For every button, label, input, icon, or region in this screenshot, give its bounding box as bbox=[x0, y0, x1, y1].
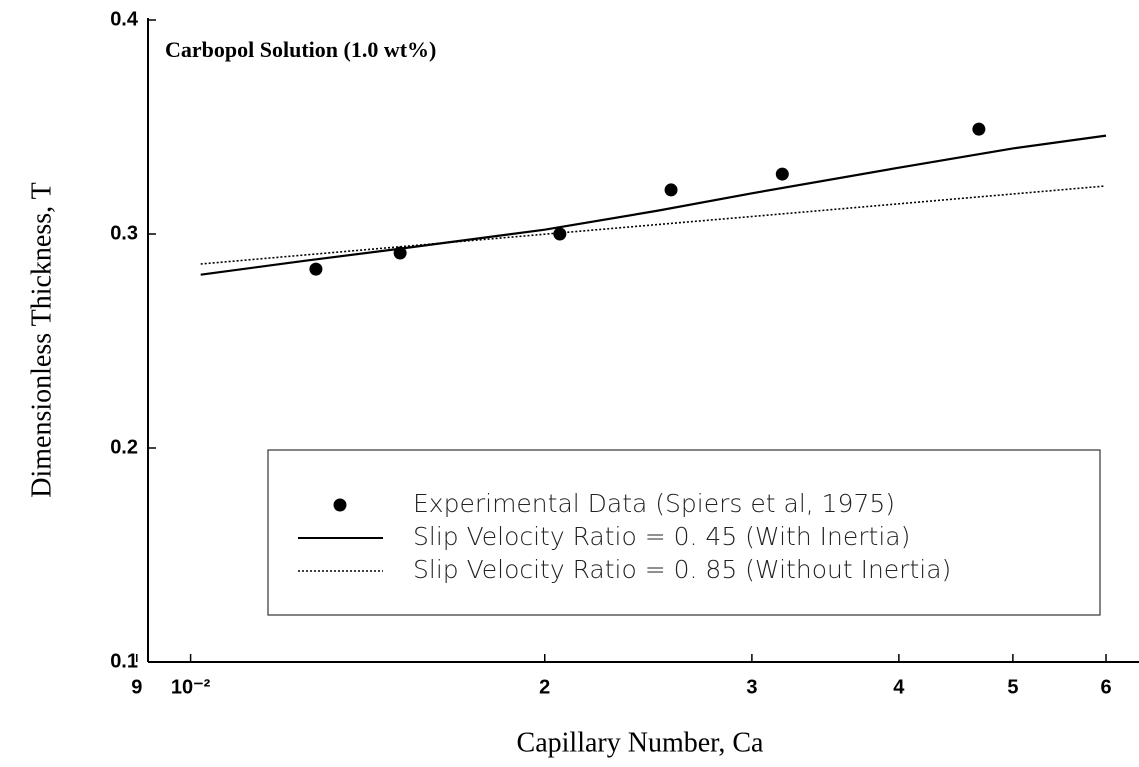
y-tick-label: 0.3 bbox=[110, 222, 138, 244]
line-series bbox=[200, 134, 1107, 276]
y-tick-label: 0.1 bbox=[110, 650, 138, 672]
line-series bbox=[200, 185, 1105, 265]
x-tick-label: 9 bbox=[131, 676, 142, 698]
legend-marker bbox=[333, 498, 347, 512]
x-tick-label: 2 bbox=[539, 676, 550, 698]
x-tick-label: 3 bbox=[746, 676, 757, 698]
data-point bbox=[664, 183, 678, 197]
y-tick-label: 0.2 bbox=[110, 436, 138, 458]
legend-box bbox=[267, 449, 1101, 616]
legend-label: Experimental Data (Spiers et al, 1975) bbox=[413, 489, 895, 518]
data-point bbox=[972, 122, 986, 136]
legend-label: Slip Velocity Ratio = 0. 85 (Without Ine… bbox=[413, 555, 951, 584]
x-tick-label: 10⁻² bbox=[171, 676, 211, 698]
x-tick-label: 4 bbox=[893, 676, 905, 698]
y-axis-label: Dimensionless Thickness, T bbox=[26, 182, 57, 498]
y-tick-label: 0.4 bbox=[110, 8, 139, 30]
data-point bbox=[775, 167, 789, 181]
data-point bbox=[553, 227, 567, 241]
legend-label: Slip Velocity Ratio = 0. 45 (With Inerti… bbox=[413, 522, 910, 551]
data-point bbox=[309, 262, 323, 276]
x-axis-label: Capillary Number, Ca bbox=[517, 727, 765, 758]
x-tick-label: 6 bbox=[1100, 676, 1111, 698]
chart-title: Carbopol Solution (1.0 wt%) bbox=[165, 37, 436, 62]
x-tick-label: 5 bbox=[1007, 676, 1018, 698]
